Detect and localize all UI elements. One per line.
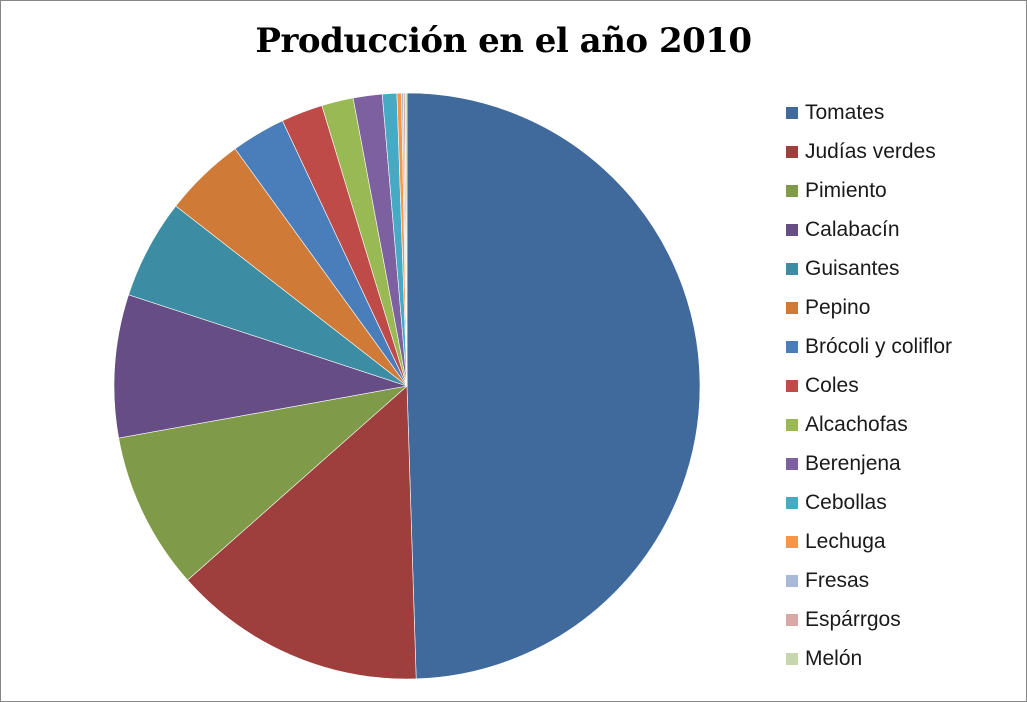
legend-item: Judías verdes [786, 132, 952, 171]
legend-item: Melón [786, 639, 952, 678]
legend-label: Pepino [805, 295, 871, 319]
legend-label: Fresas [805, 568, 870, 592]
legend-swatch [786, 340, 798, 353]
legend-label: Lechuga [805, 529, 886, 553]
legend-swatch [786, 106, 798, 119]
legend-label: Guisantes [805, 256, 900, 280]
pie-slice-pimiento [118, 385, 409, 581]
legend-item: Berenjena [786, 444, 952, 483]
pie-slice-judías-verdes [187, 385, 417, 680]
legend-label: Judías verdes [805, 139, 936, 163]
legend-swatch [786, 379, 798, 392]
legend-label: Melón [805, 646, 863, 670]
legend-swatch [786, 418, 798, 431]
legend-swatch [786, 457, 798, 470]
legend-swatch [786, 496, 798, 509]
legend-swatch [786, 301, 798, 314]
legend-label: Coles [805, 373, 859, 397]
legend-swatch [786, 145, 798, 158]
legend-label: Tomates [805, 100, 885, 124]
legend-swatch [786, 223, 798, 236]
legend-swatch [786, 262, 798, 275]
legend-item: Alcachofas [786, 405, 952, 444]
legend-item: Cebollas [786, 483, 952, 522]
legend-label: Berenjena [805, 451, 901, 475]
legend: Tomates Judías verdes Pimiento Calabacín Gui… [786, 93, 952, 678]
legend-item: Brócoli y coliflor [786, 327, 952, 366]
legend-item: Coles [786, 366, 952, 405]
legend-swatch [786, 652, 798, 665]
legend-label: Cebollas [805, 490, 887, 514]
legend-swatch [786, 574, 798, 587]
legend-item: Fresas [786, 561, 952, 600]
legend-item: Pepino [786, 288, 952, 327]
legend-label: Calabacín [805, 217, 900, 241]
chart-title: Producción en el año 2010 [1, 21, 1026, 61]
pie-slice-melón [404, 92, 408, 387]
legend-item: Calabacín [786, 210, 952, 249]
legend-item: Lechuga [786, 522, 952, 561]
legend-label: Pimiento [805, 178, 887, 202]
legend-swatch [786, 535, 798, 548]
legend-label: Alcachofas [805, 412, 908, 436]
legend-swatch [786, 184, 798, 197]
legend-item: Tomates [786, 93, 952, 132]
legend-label: Brócoli y coliflor [805, 334, 953, 358]
legend-item: Espárrgos [786, 600, 952, 639]
legend-item: Pimiento [786, 171, 952, 210]
pie-slice-tomates [406, 92, 701, 680]
legend-item: Guisantes [786, 249, 952, 288]
chart-title-text: Producción en el año 2010 [255, 21, 752, 61]
legend-swatch [786, 613, 798, 626]
legend-label: Espárrgos [805, 607, 901, 631]
pie-slice-calabacín [113, 294, 408, 439]
